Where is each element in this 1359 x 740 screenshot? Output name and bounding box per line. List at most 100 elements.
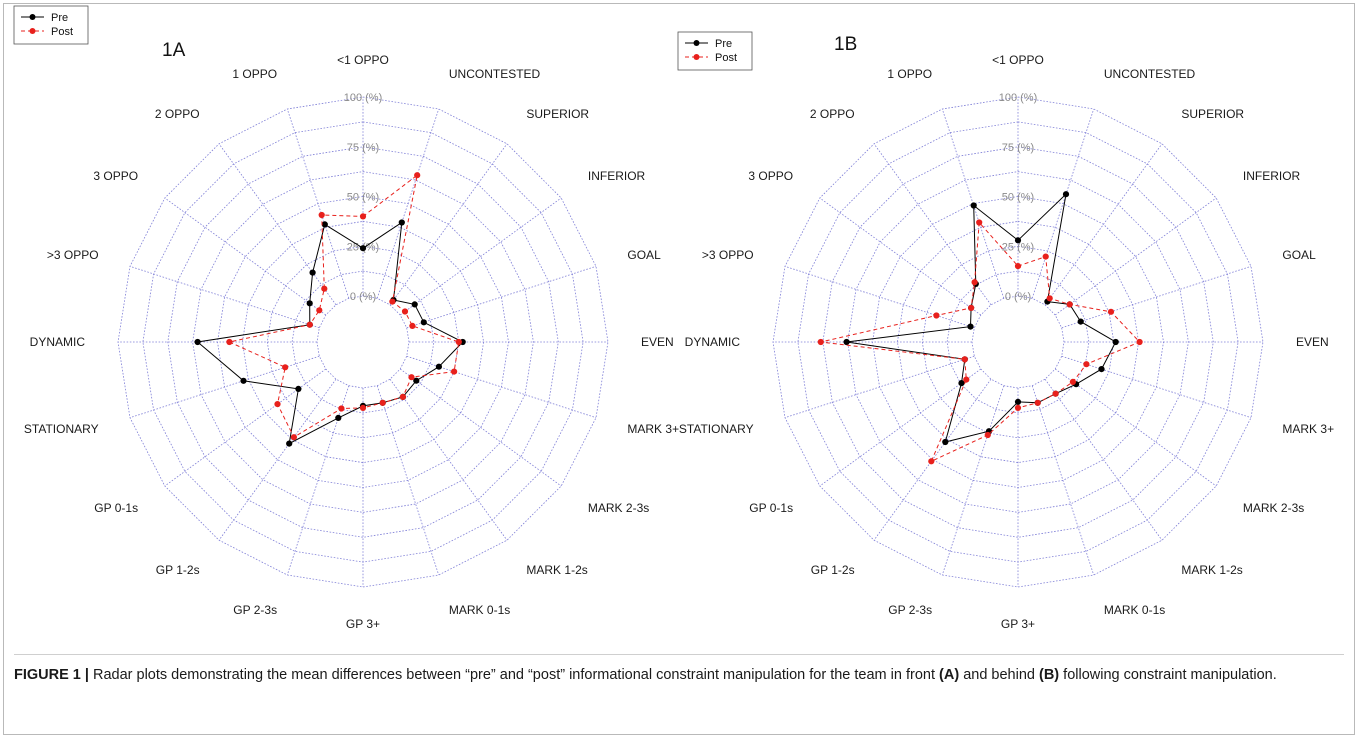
axis-label-superior: SUPERIOR: [1181, 107, 1244, 121]
figure-frame: [3, 3, 1355, 735]
radar-grid: [772, 96, 1264, 588]
point-pre-mark-3-plus: [435, 363, 442, 370]
point-post-mark-3-plus: [1083, 361, 1090, 368]
grid-spoke-superior: [1044, 143, 1163, 306]
point-pre-gt-3-oppo: [967, 323, 974, 330]
axis-label-2-oppo: 2 OPPO: [810, 107, 855, 121]
axis-label-goal: GOAL: [627, 248, 661, 262]
point-pre-stationary: [240, 377, 247, 384]
point-pre-1-oppo: [970, 202, 977, 209]
grid-spoke-superior: [389, 143, 508, 306]
axis-label-inferior: INFERIOR: [588, 169, 646, 183]
radial-tick-label: 50 (%): [1002, 192, 1034, 204]
axis-label-dynamic: DYNAMIC: [685, 335, 741, 349]
axis-label-mark-2-3s: MARK 2-3s: [1243, 501, 1304, 515]
point-post-mark-3-plus: [451, 368, 458, 375]
grid-spoke-1-oppo: [286, 108, 350, 299]
point-pre-goal: [420, 319, 427, 326]
panel-label: 1A: [162, 40, 186, 61]
point-pre-2-oppo: [309, 269, 316, 276]
axis-label-gt-3-oppo: >3 OPPO: [702, 248, 754, 262]
legend-label-pre: Pre: [51, 12, 68, 24]
grid-spoke-goal: [1061, 265, 1252, 329]
legend-box: [677, 31, 753, 71]
legend-label-post: Post: [51, 26, 73, 38]
point-post-gp-3-plus: [1014, 404, 1022, 411]
grid-ring: [142, 121, 584, 563]
point-pre-mark-3-plus: [1098, 366, 1105, 373]
grid-ring: [316, 295, 410, 389]
point-post-mark-2-3s: [408, 374, 415, 381]
axis-label-mark-2-3s: MARK 2-3s: [588, 501, 649, 515]
grid-spoke-gp-0-1s: [819, 368, 982, 487]
point-pre-gp-0-1s: [295, 385, 302, 392]
radial-tick-label: 0 (%): [1005, 291, 1031, 303]
radial-tick-label: 50 (%): [347, 192, 379, 204]
series-line-post: [227, 174, 460, 438]
grid-spoke-goal: [406, 265, 597, 329]
point-post-uncontested: [414, 172, 421, 179]
radial-tick-label: 100 (%): [999, 92, 1038, 104]
grid-spoke-uncontested: [1031, 108, 1095, 299]
grid-spoke-mark-1-2s: [389, 378, 508, 541]
grid-spoke-3-oppo: [164, 197, 327, 316]
grid-spoke-mark-3-plus: [1061, 355, 1252, 419]
point-pre-goal: [1077, 318, 1084, 325]
grid-ring: [167, 146, 559, 538]
axis-label-mark-3-plus: MARK 3+: [627, 422, 679, 436]
point-post-mark-0-1s: [379, 399, 386, 406]
point-pre-uncontested: [1062, 191, 1070, 198]
radial-tick-label: 25 (%): [1002, 241, 1034, 253]
axis-label-dynamic: DYNAMIC: [30, 335, 86, 349]
grid-spoke-gt-3-oppo: [129, 265, 320, 329]
point-pre-gp-2-3s: [335, 414, 342, 421]
point-pre-gp-1-2s: [286, 440, 293, 447]
caption-divider: [14, 654, 1344, 655]
grid-ring: [772, 96, 1264, 588]
radial-tick-label: 100 (%): [344, 92, 383, 104]
axis-label-inferior: INFERIOR: [1243, 169, 1301, 183]
point-post-2-oppo: [971, 279, 978, 286]
point-pre-gp-3-plus: [1014, 398, 1022, 405]
point-post-dynamic: [226, 338, 233, 346]
axis-label-mark-3-plus: MARK 3+: [1282, 422, 1334, 436]
point-post-stationary: [282, 364, 289, 371]
point-post-1-oppo: [318, 211, 325, 219]
series-line-pre: [196, 221, 464, 445]
point-post-3-oppo: [968, 304, 975, 311]
grid-ring: [797, 121, 1239, 563]
grid-ring: [822, 146, 1214, 538]
caption-text-3: following constraint manipulation.: [1059, 667, 1277, 683]
point-post-goal: [409, 322, 416, 329]
caption-text-2: and behind: [959, 667, 1039, 683]
grid-spoke-gp-0-1s: [164, 368, 327, 487]
axis-label-lt-1-oppo: <1 OPPO: [337, 53, 389, 67]
grid-spoke-inferior: [1054, 197, 1217, 316]
grid-spoke-2-oppo: [218, 143, 337, 306]
grid-spoke-uncontested: [376, 108, 440, 299]
radial-tick-label: 75 (%): [1002, 142, 1034, 154]
radar-panel-1a: 0 (%)25 (%)50 (%)75 (%)100 (%)<1 OPPOUNC…: [13, 5, 679, 631]
point-post-gp-2-3s: [984, 431, 991, 439]
point-post-goal: [1107, 308, 1115, 315]
legend-swatch-dot-pre: [693, 40, 700, 46]
axis-label-gp-3-plus: GP 3+: [346, 617, 380, 631]
legend: Pre Post: [677, 31, 753, 71]
radial-tick-label: 75 (%): [347, 142, 379, 154]
point-post-gp-0-1s: [963, 376, 970, 383]
point-pre-even: [1112, 338, 1119, 346]
grid-spoke-inferior: [399, 197, 562, 316]
point-post-stationary: [961, 356, 968, 363]
point-post-gp-3-plus: [359, 404, 367, 411]
series-pre: [194, 219, 466, 447]
series-post: [226, 172, 462, 441]
figure-caption: FIGURE 1 | Radar plots demonstrating the…: [14, 664, 1344, 686]
axis-label-mark-0-1s: MARK 0-1s: [1104, 603, 1165, 617]
radial-tick-label: 0 (%): [350, 291, 376, 303]
point-post-gp-0-1s: [274, 401, 281, 408]
point-post-mark-1-2s: [1052, 390, 1059, 397]
point-pre-dynamic: [843, 338, 850, 346]
axis-label-gp-3-plus: GP 3+: [1001, 617, 1035, 631]
axis-label-even: EVEN: [1296, 335, 1329, 349]
grid-spoke-3-oppo: [819, 197, 982, 316]
